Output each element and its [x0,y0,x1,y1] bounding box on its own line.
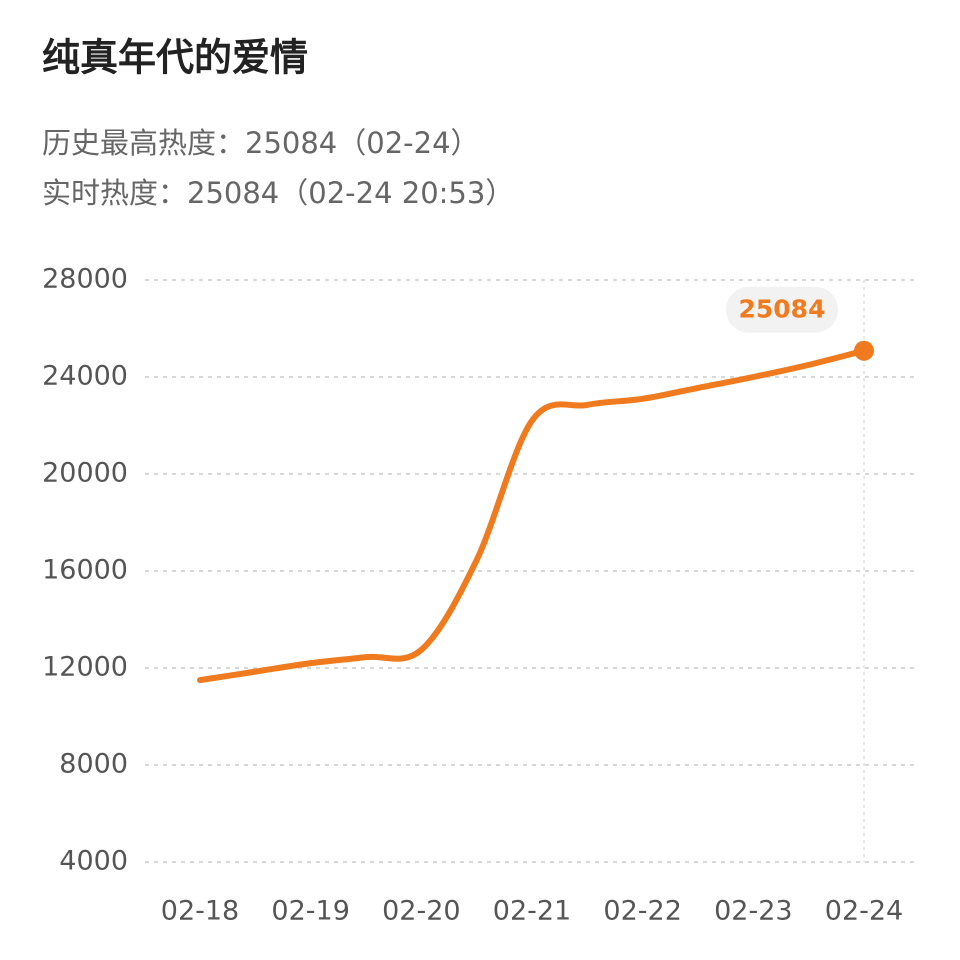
end-point [854,340,874,361]
y-tick-label: 24000 [42,361,128,392]
y-tick-label: 16000 [42,555,128,586]
y-tick-label: 4000 [59,846,128,877]
x-tick-label: 02-23 [714,896,792,927]
y-tick-label: 20000 [42,458,128,489]
x-tick-label: 02-19 [271,896,349,927]
x-tick-label: 02-18 [161,896,239,927]
chart-title: 纯真年代的爱情 [42,36,308,80]
y-tick-label: 8000 [59,749,128,780]
y-tick-label: 12000 [42,652,128,683]
subtitle: 实时热度：25084（02-24 20:53） [42,176,514,210]
label-bg [726,286,838,333]
x-tick-label: 02-20 [382,896,460,927]
data-label: 25084 [739,295,826,324]
x-tick-label: 02-22 [603,896,681,927]
subtitle: 历史最高热度：25084（02-24） [42,126,480,160]
x-tick-label: 02-24 [825,896,903,927]
line-series [197,347,867,684]
y-tick-label: 28000 [42,264,128,295]
x-tick-label: 02-21 [493,896,571,927]
